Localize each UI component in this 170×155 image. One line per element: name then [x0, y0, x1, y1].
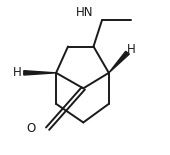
Text: HN: HN: [75, 6, 93, 19]
Polygon shape: [24, 71, 56, 75]
Text: O: O: [26, 122, 35, 135]
Polygon shape: [109, 51, 129, 73]
Text: H: H: [13, 66, 21, 79]
Text: H: H: [126, 43, 135, 56]
